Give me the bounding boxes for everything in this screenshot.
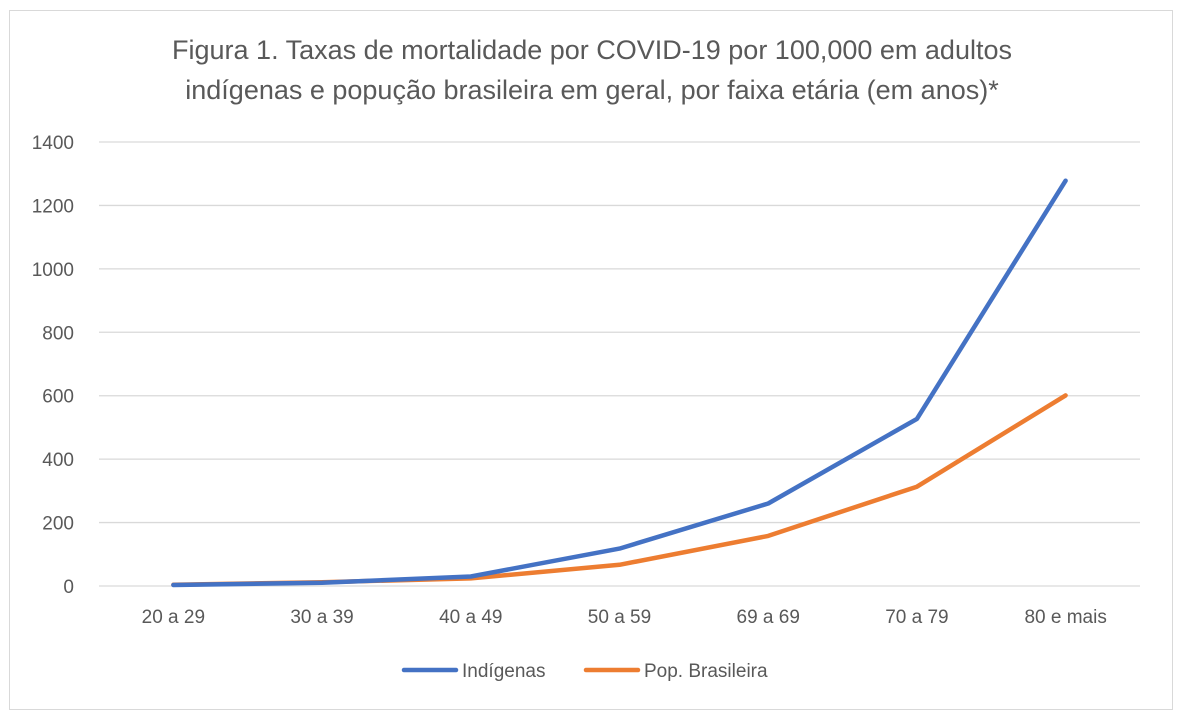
x-tick-label: 40 a 49 [439, 607, 502, 628]
x-axis-ticks: 20 a 29 30 a 39 40 a 49 50 a 59 69 a 69 70 a … [142, 607, 1107, 628]
legend: Indígenas Pop. Brasileira [401, 661, 768, 682]
y-tick-label: 1400 [32, 133, 74, 154]
chart-frame [9, 10, 1173, 710]
x-tick-label: 70 a 79 [885, 607, 948, 628]
y-tick-label: 400 [42, 450, 74, 471]
legend-label: Indígenas [462, 661, 545, 682]
x-tick-label: 30 a 39 [290, 607, 353, 628]
y-tick-label: 1200 [32, 196, 74, 217]
y-tick-label: 200 [42, 514, 74, 535]
chart-title-line-2: indígenas e popução brasileira em geral,… [185, 75, 999, 105]
gridlines [99, 141, 1140, 587]
chart-title-line-1: Figura 1. Taxas de mortalidade por COVID… [172, 35, 1012, 65]
legend-label: Pop. Brasileira [644, 661, 768, 682]
y-tick-label: 0 [63, 577, 74, 598]
x-tick-label: 50 a 59 [588, 607, 651, 628]
y-tick-label: 600 [42, 387, 74, 408]
series-line-1 [171, 393, 1068, 587]
chart-title: Figura 1. Taxas de mortalidade por COVID… [0, 30, 1184, 110]
y-tick-label: 1000 [32, 260, 74, 281]
series-line-0 [171, 178, 1068, 588]
series-lines [171, 178, 1068, 588]
y-axis-ticks: 0 200 400 600 800 1000 1200 1400 [32, 133, 74, 598]
x-tick-label: 20 a 29 [142, 607, 205, 628]
x-tick-label: 80 e mais [1024, 607, 1106, 628]
y-tick-label: 800 [42, 323, 74, 344]
x-tick-label: 69 a 69 [737, 607, 800, 628]
